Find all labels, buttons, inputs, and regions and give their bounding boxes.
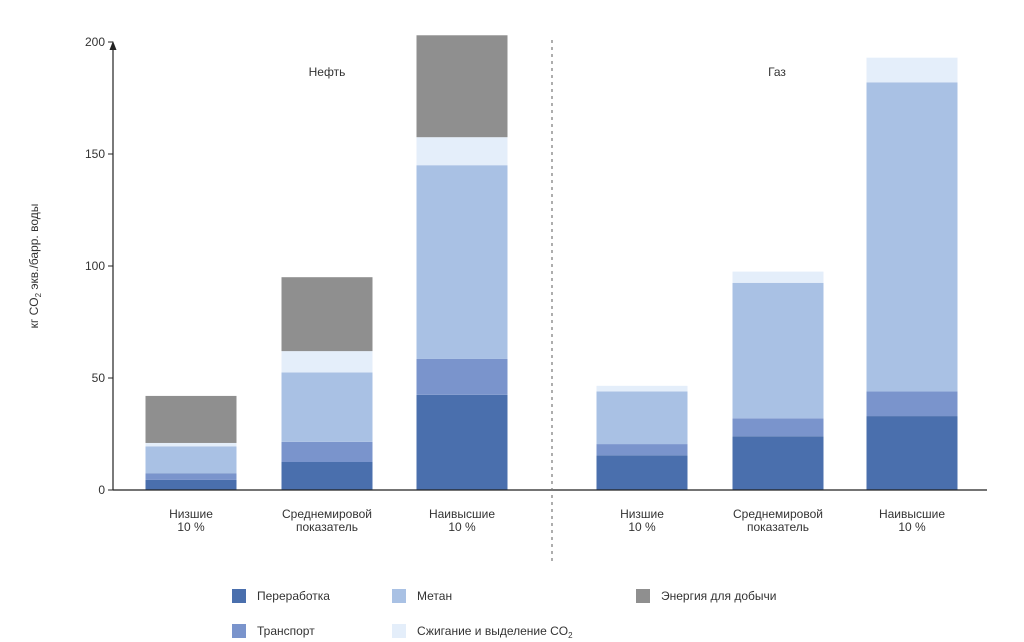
legend-label-processing: Переработка (257, 589, 330, 603)
y-axis-label-part: экв./барр. воды (27, 204, 41, 293)
legend: Переработка Метан Энергия для добычи Трансп… (232, 589, 776, 640)
legend-swatch-flaring (392, 624, 406, 638)
legend-swatch-energy (636, 589, 650, 603)
y-tick-label: 50 (92, 371, 106, 385)
bar-segment-transport (596, 444, 688, 456)
bar-segment-methane (732, 282, 824, 419)
legend-swatch-transport (232, 624, 246, 638)
x-category-label-line: Низшие (169, 507, 213, 521)
bar-segment-processing (416, 394, 508, 490)
plot-area: 0 50 100 150 200 кг CO2 экв./барр. воды Нефть Н… (27, 35, 987, 565)
x-category-label-line: Наивысшие (879, 507, 945, 521)
bar-segment-processing (732, 436, 824, 490)
bar-segment-methane (145, 446, 237, 474)
x-category-label-line: Среднемировой (282, 507, 372, 521)
x-category-label-line: Низшие (620, 507, 664, 521)
bar-segment-energy (281, 277, 373, 352)
y-axis-arrow (109, 41, 117, 50)
x-category-label-line: 10 % (898, 520, 926, 534)
legend-label-energy: Энергия для добычи (661, 589, 776, 603)
legend-label-subscript: 2 (568, 631, 573, 640)
bar-segment-transport (145, 473, 237, 480)
bar-segment-methane (596, 391, 688, 445)
bar-segment-flaring (281, 351, 373, 373)
group-label: Газ (768, 65, 786, 79)
bar-segment-processing (281, 462, 373, 490)
y-tick-label: 100 (85, 259, 105, 273)
bar-segment-energy (145, 395, 237, 443)
x-category-label-line: Наивысшие (429, 507, 495, 521)
legend-label-flaring: Сжигание и выделение CO2 (417, 624, 573, 640)
x-category-label: Наивысшие 10 % (879, 507, 945, 534)
x-category-label-line: показатель (747, 520, 809, 534)
x-category-label: Низшие 10 % (169, 507, 213, 534)
y-tick-label: 0 (98, 483, 105, 497)
y-axis-label-part: кг CO (27, 297, 41, 328)
bar-segment-methane (281, 372, 373, 442)
y-tick-label: 150 (85, 147, 105, 161)
legend-swatch-processing (232, 589, 246, 603)
bar-segment-flaring (416, 137, 508, 166)
bar-segment-flaring (866, 57, 958, 83)
bar-segment-flaring (145, 442, 237, 447)
legend-swatch-methane (392, 589, 406, 603)
bar-segment-transport (866, 391, 958, 417)
x-category-label: Низшие 10 % (620, 507, 664, 534)
bar-segment-processing (145, 479, 237, 490)
bar-segment-transport (281, 441, 373, 462)
x-category-label: Наивысшие 10 % (429, 507, 495, 534)
bar-segment-transport (732, 418, 824, 437)
y-tick-label: 200 (85, 35, 105, 49)
bar-segment-energy (416, 35, 508, 138)
x-category-label: Среднемировой показатель (282, 507, 372, 534)
x-category-label: Среднемировой показатель (733, 507, 823, 534)
bar-segment-methane (416, 165, 508, 359)
x-category-label-line: 10 % (448, 520, 476, 534)
y-axis-label: кг CO2 экв./барр. воды (27, 204, 43, 329)
bar-segment-methane (866, 82, 958, 392)
bar-segment-flaring (732, 271, 824, 283)
bar-segment-flaring (596, 385, 688, 392)
x-category-label-line: Среднемировой (733, 507, 823, 521)
legend-label-transport: Транспорт (257, 624, 315, 638)
x-category-label-line: показатель (296, 520, 358, 534)
y-axis-label-subscript: 2 (34, 292, 43, 297)
bar-segment-transport (416, 358, 508, 395)
x-category-label-line: 10 % (177, 520, 205, 534)
legend-label-methane: Метан (417, 589, 452, 603)
group-label: Нефть (309, 65, 346, 79)
bar-segment-processing (596, 455, 688, 490)
x-category-label-line: 10 % (628, 520, 656, 534)
bar-segment-processing (866, 416, 958, 490)
legend-label-part: Сжигание и выделение CO (417, 624, 568, 638)
